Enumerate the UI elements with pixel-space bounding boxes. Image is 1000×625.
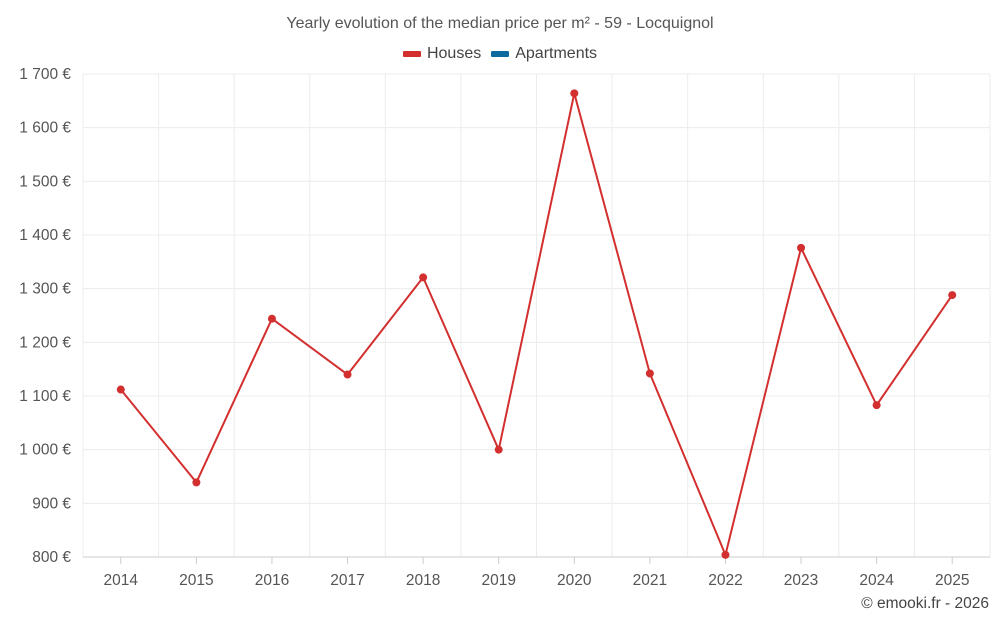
y-tick-label-1700: 1 700 € — [19, 66, 71, 83]
y-tick-label-1000: 1 000 € — [19, 442, 71, 459]
houses-swatch-icon — [402, 51, 421, 57]
chart-title: Yearly evolution of the median price per… — [286, 15, 714, 32]
footer-credit: © emooki.fr - 2026 — [861, 595, 989, 612]
series-houses — [116, 89, 957, 559]
data-point-houses-2025 — [948, 291, 957, 300]
chart-legend: Houses Apartments — [0, 45, 1000, 63]
data-point-houses-2023 — [797, 243, 806, 252]
data-point-houses-2014 — [116, 385, 125, 394]
x-tick-label-2014: 2014 — [104, 572, 139, 589]
x-tick-label-2022: 2022 — [708, 572, 742, 589]
x-tick-label-2016: 2016 — [255, 572, 289, 589]
x-axis-ticks: 2014 2015 2016 2017 2018 2019 2020 2021 2022 2023… — [104, 557, 969, 589]
x-tick-label-2024: 2024 — [859, 572, 894, 589]
x-tick-label-2025: 2025 — [935, 572, 969, 589]
grid-lines — [82, 73, 991, 558]
legend-item-apartments[interactable]: Apartments — [491, 45, 597, 63]
x-tick-label-2017: 2017 — [330, 572, 364, 589]
y-axis-ticks: 800 € 900 € 1 000 € 1 100 € 1 200 € 1 300 € 1 … — [19, 66, 71, 566]
y-tick-label-1500: 1 500 € — [19, 173, 71, 190]
y-tick-label-1400: 1 400 € — [19, 227, 71, 244]
data-point-houses-2020 — [570, 89, 579, 98]
x-tick-label-2015: 2015 — [179, 572, 213, 589]
legend-label-houses: Houses — [426, 45, 482, 62]
data-point-houses-2019 — [494, 445, 503, 454]
x-tick-label-2020: 2020 — [557, 572, 592, 589]
y-tick-label-1100: 1 100 € — [19, 388, 71, 405]
x-tick-label-2018: 2018 — [406, 572, 440, 589]
data-point-houses-2017 — [343, 370, 352, 379]
data-point-houses-2024 — [872, 401, 881, 410]
y-tick-label-900: 900 € — [32, 495, 71, 512]
data-point-houses-2016 — [267, 314, 276, 323]
x-tick-label-2019: 2019 — [481, 572, 515, 589]
legend-item-houses[interactable]: Houses — [402, 45, 482, 63]
apartments-swatch-icon — [491, 51, 510, 57]
y-tick-label-1600: 1 600 € — [19, 120, 71, 137]
data-point-houses-2018 — [419, 273, 428, 282]
x-tick-label-2023: 2023 — [784, 572, 818, 589]
x-tick-label-2021: 2021 — [633, 572, 667, 589]
legend-label-apartments: Apartments — [515, 45, 598, 62]
series-line-houses — [120, 92, 954, 556]
data-point-houses-2022 — [721, 550, 730, 559]
data-point-houses-2015 — [192, 478, 201, 487]
y-tick-label-1200: 1 200 € — [19, 334, 71, 351]
data-point-houses-2021 — [645, 369, 654, 378]
y-tick-label-800: 800 € — [32, 549, 71, 566]
y-tick-label-1300: 1 300 € — [19, 281, 71, 298]
